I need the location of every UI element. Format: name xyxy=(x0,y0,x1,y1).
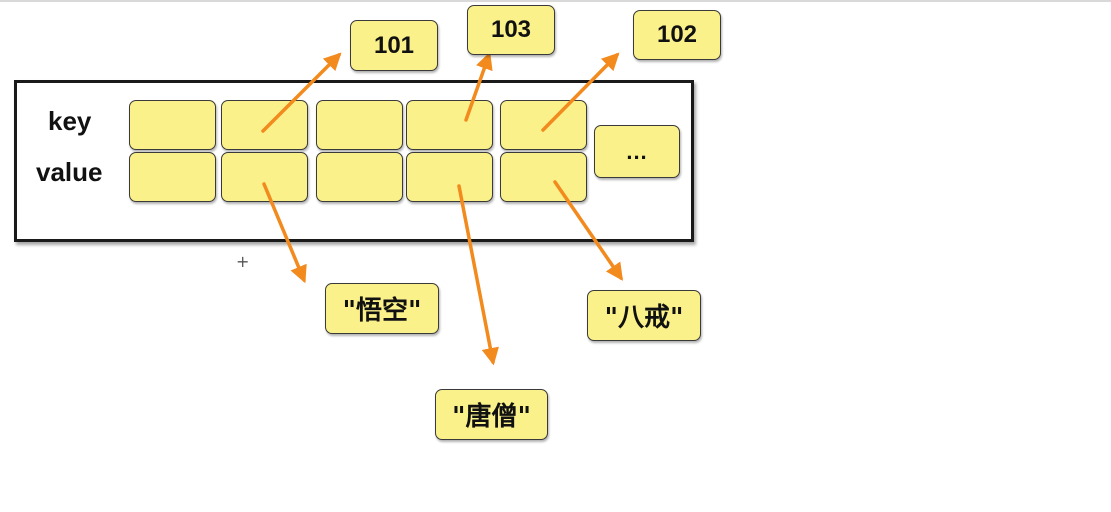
key-cell xyxy=(221,100,308,150)
value-cell xyxy=(129,152,216,202)
value-box-bajie: "八戒" xyxy=(587,290,701,341)
cursor-crosshair-icon: + xyxy=(236,252,250,271)
arrow-key-102 xyxy=(541,52,620,132)
value-cell xyxy=(221,152,308,202)
value-box-tangseng: "唐僧" xyxy=(435,389,548,440)
arrow-value-bajie xyxy=(553,180,623,281)
row-label-key: key xyxy=(48,106,92,136)
arrow-key-101 xyxy=(261,52,342,133)
value-box-wukong: "悟空" xyxy=(325,283,439,334)
key-cell xyxy=(316,100,403,150)
overflow-cell: ... xyxy=(594,125,680,178)
key-box-103: 103 xyxy=(467,5,555,55)
value-cell xyxy=(316,152,403,202)
arrow-value-wukong xyxy=(262,182,307,284)
value-cell xyxy=(406,152,493,202)
arrow-value-tangseng xyxy=(457,184,499,366)
window-top-edge xyxy=(0,0,1111,2)
row-label-value: value xyxy=(36,157,103,187)
arrow-key-103 xyxy=(464,51,493,122)
key-box-102: 102 xyxy=(633,10,721,60)
value-cell xyxy=(500,152,587,202)
key-cell xyxy=(406,100,493,150)
key-box-101: 101 xyxy=(350,20,438,71)
key-cell xyxy=(129,100,216,150)
key-cell xyxy=(500,100,587,150)
